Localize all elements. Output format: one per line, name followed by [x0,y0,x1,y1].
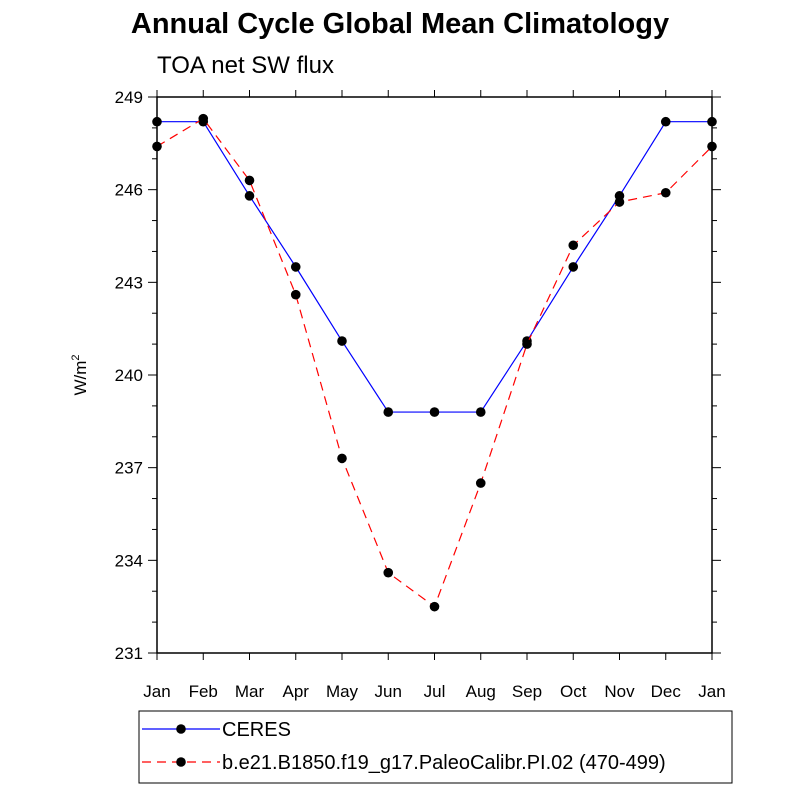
y-tick-label: 243 [115,273,143,292]
data-point [568,262,579,272]
x-tick-label: Dec [651,682,682,701]
data-point [383,407,394,417]
x-tick-label: Aug [466,682,496,701]
y-tick-label: 240 [115,366,143,385]
data-point [244,191,255,201]
data-point [337,453,347,464]
chart-title: Annual Cycle Global Mean Climatology [130,8,670,40]
y-tick-label: 234 [115,551,143,570]
x-tick-label: Sep [512,682,542,701]
data-point [475,478,486,488]
data-point [475,407,486,417]
data-point [383,567,394,578]
legend-box [138,710,733,784]
axis-ticks [148,90,721,660]
legend-label: CERES [222,719,291,741]
y-tick-labels: 231 234 237 240 243 246 249 [115,88,143,663]
x-tick-label: Feb [189,682,218,701]
legend-marker [176,757,186,767]
data-point [614,197,625,207]
data-point [337,336,347,346]
x-tick-label: Jun [375,682,402,701]
data-point [152,141,162,152]
data-point [568,240,579,251]
y-tick-label: 231 [115,644,143,663]
x-tick-label: Apr [283,682,310,701]
y-tick-label: 249 [115,88,143,107]
x-tick-label: Jan [143,682,170,701]
data-point [522,339,532,349]
x-tick-label: Mar [235,682,265,701]
legend-label: b.e21.B1850.f19_g17.PaleoCalibr.PI.02 (4… [222,752,666,774]
series-line-0 [157,121,712,413]
x-tick-labels: Jan Feb Mar Apr May Jun Jul Aug Sep Oct Nov Dec Jan [143,682,725,701]
data-point [152,116,162,127]
data-point [244,175,255,186]
data-point [429,407,440,417]
y-axis-label: W/m2 [70,354,90,395]
y-tick-label: 246 [115,181,143,200]
x-tick-label: Jan [698,682,725,701]
data-point [290,262,301,272]
legend-marker [176,724,186,734]
data-point [660,116,671,127]
legend: CERES b.e21.B1850.f19_g17.PaleoCalibr.PI.… [142,719,666,774]
data-point [707,116,717,127]
x-tick-label: Jul [424,682,446,701]
data-point [707,141,717,152]
series-group [152,113,717,612]
data-point [660,187,671,198]
x-tick-label: Nov [604,682,635,701]
x-tick-label: May [326,682,359,701]
data-point [290,289,301,300]
y-tick-label: 237 [115,459,143,478]
y-axis-label-superscript: 2 [70,354,82,360]
series-line-1 [156,117,713,608]
data-point [198,113,209,124]
y-axis-label-unit: W/m [71,361,90,396]
chart-subtitle: TOA net SW flux [157,52,334,79]
data-point [429,601,440,612]
x-tick-label: Oct [560,682,587,701]
